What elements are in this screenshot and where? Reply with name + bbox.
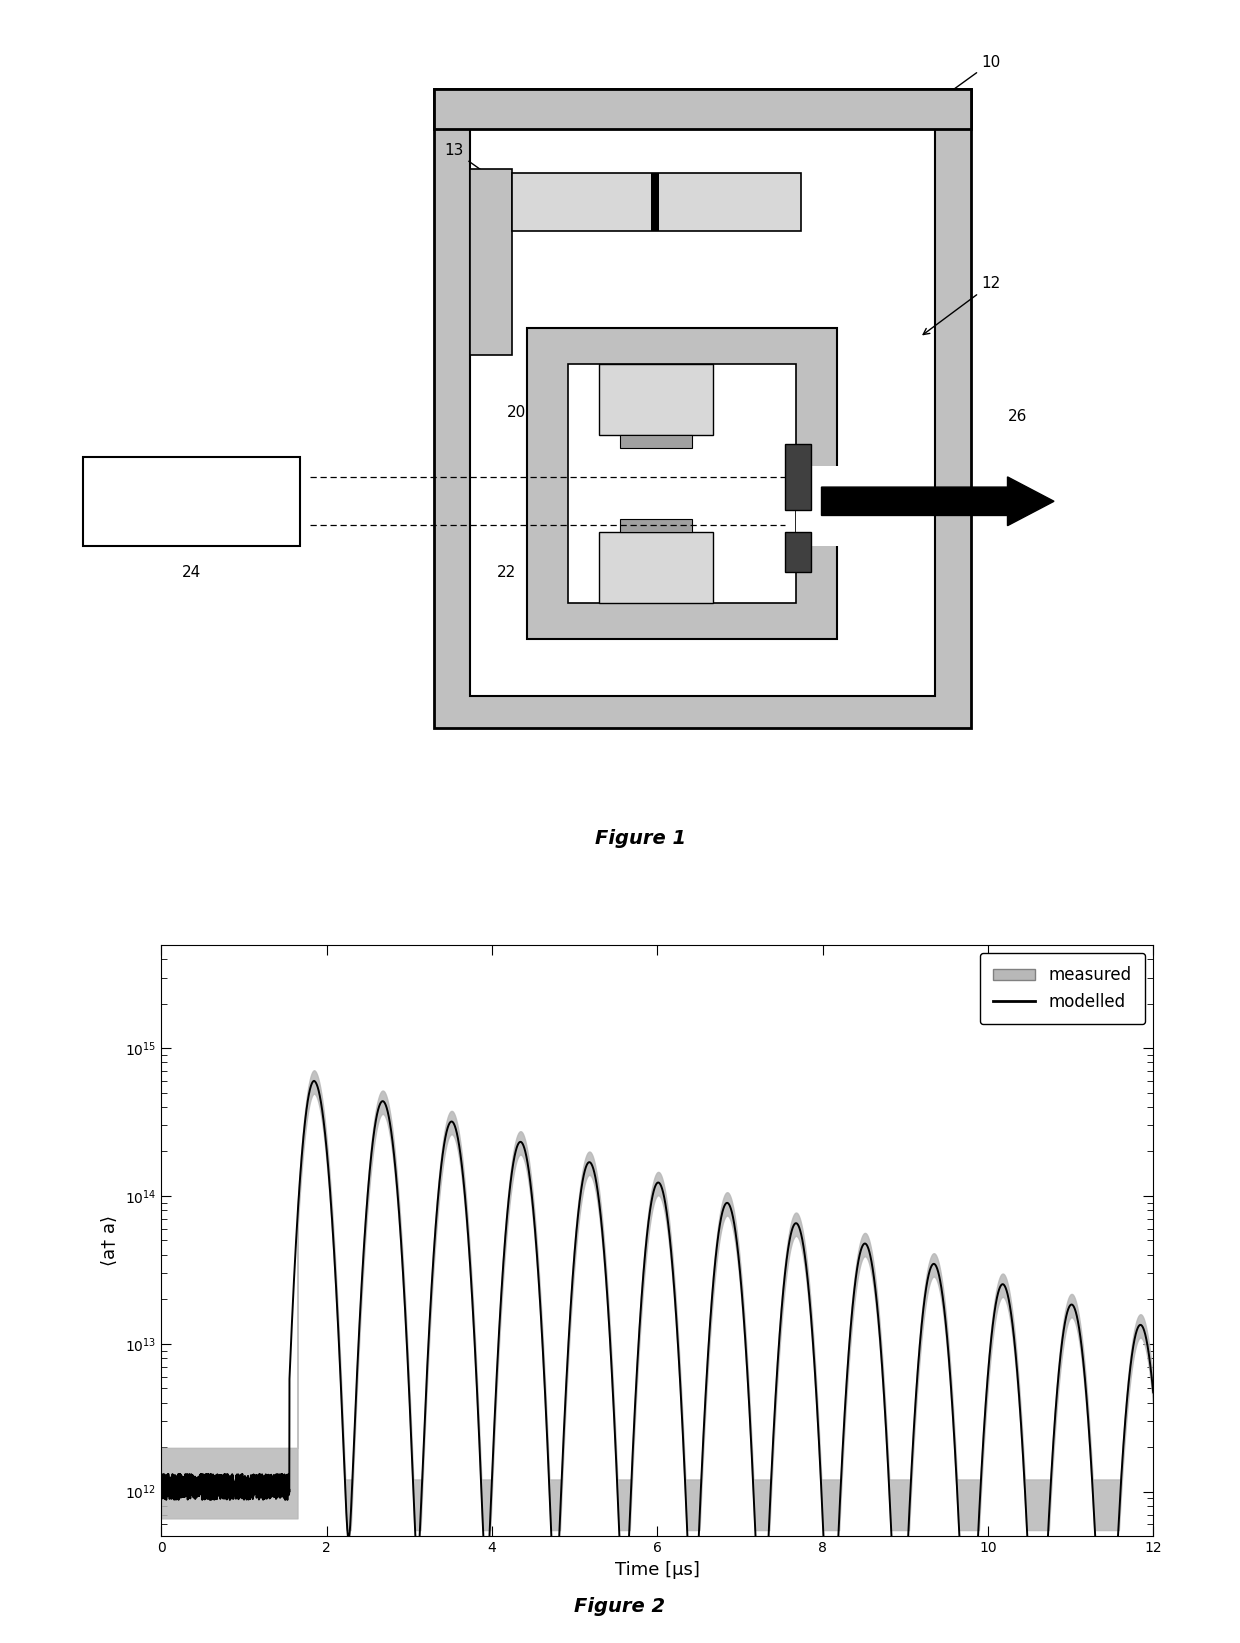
Text: Figure 1: Figure 1 [595,830,686,848]
modelled [1146,1382,1161,1401]
modelled [1094,1553,1109,1572]
Text: 20: 20 [507,406,526,421]
FancyArrow shape [821,476,1054,526]
Text: 28: 28 [750,409,769,424]
modelled [348,1392,363,1411]
Text: 10: 10 [934,54,1001,104]
Legend: measured, modelled: measured, modelled [980,953,1145,1024]
modelled [154,1475,169,1495]
Bar [620,435,692,449]
Bar [785,444,811,509]
Bar [434,89,971,728]
modelled [477,1553,492,1572]
Bar [470,169,511,355]
Bar [568,363,796,603]
Text: 22: 22 [497,565,516,580]
Bar [785,532,811,572]
Text: Figure 2: Figure 2 [574,1597,666,1617]
Bar [620,519,692,532]
Bar [651,173,660,230]
modelled [639,1231,653,1250]
X-axis label: Time [μs]: Time [μs] [615,1561,699,1579]
modelled [306,1071,321,1091]
Bar [83,457,300,545]
Y-axis label: ⟨a† a⟩: ⟨a† a⟩ [102,1214,119,1267]
Bar [434,89,971,128]
modelled [159,1489,174,1508]
Text: 18: 18 [655,605,702,629]
Bar [599,363,713,435]
Bar [796,467,839,545]
modelled [213,1469,228,1489]
Bar [527,329,837,639]
Text: 12: 12 [923,276,1001,335]
modelled [195,1485,210,1505]
Text: 16: 16 [568,439,620,601]
Text: 14: 14 [642,365,722,498]
Bar [470,120,935,697]
Text: 13: 13 [444,143,523,200]
Text: 24: 24 [181,565,201,580]
Bar [511,173,801,230]
Bar [599,532,713,603]
Line: modelled: modelled [161,1081,1153,1562]
Text: 26: 26 [1008,409,1028,424]
